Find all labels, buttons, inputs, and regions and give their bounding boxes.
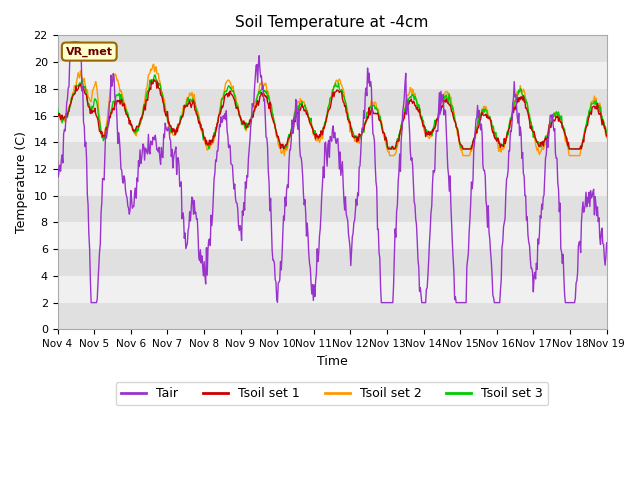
Bar — [58, 62, 607, 89]
Title: Soil Temperature at -4cm: Soil Temperature at -4cm — [236, 15, 429, 30]
Bar — [58, 302, 607, 329]
Bar — [58, 36, 607, 62]
Bar — [58, 249, 607, 276]
X-axis label: Time: Time — [317, 355, 348, 368]
Y-axis label: Temperature (C): Temperature (C) — [15, 132, 28, 233]
Bar — [58, 276, 607, 302]
Bar — [58, 222, 607, 249]
Bar — [58, 169, 607, 196]
Bar — [58, 196, 607, 222]
Text: VR_met: VR_met — [66, 47, 113, 57]
Bar — [58, 142, 607, 169]
Bar — [58, 89, 607, 116]
Bar — [58, 116, 607, 142]
Legend: Tair, Tsoil set 1, Tsoil set 2, Tsoil set 3: Tair, Tsoil set 1, Tsoil set 2, Tsoil se… — [116, 383, 548, 406]
